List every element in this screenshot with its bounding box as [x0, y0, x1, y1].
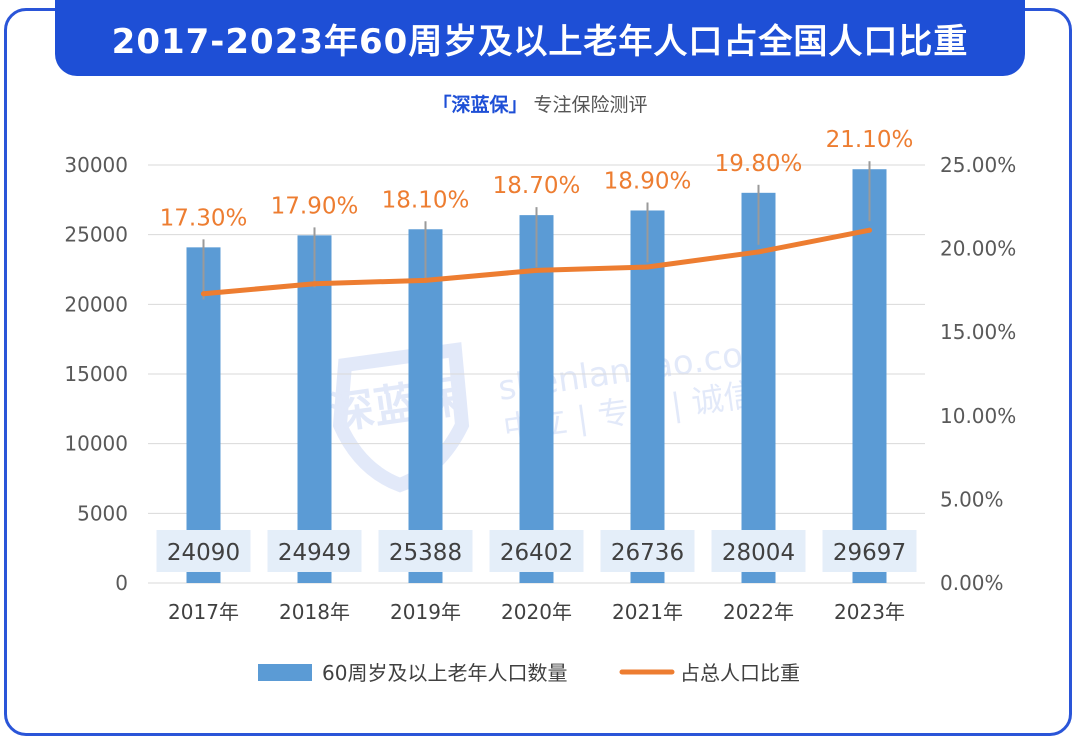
- right-tick-label: 20.00%: [940, 237, 1016, 261]
- bar-label-box: [378, 530, 473, 572]
- bar: [852, 169, 887, 583]
- watermark-shield-icon: [332, 342, 470, 493]
- bar-value-label: 26402: [500, 540, 573, 566]
- right-axis-ticks: 0.00% 5.00% 10.00% 15.00% 20.00% 25.00%: [940, 153, 1016, 595]
- left-tick-label: 20000: [64, 292, 128, 316]
- line-value-label: 21.10%: [826, 127, 914, 153]
- right-tick-label: 0.00%: [940, 571, 1004, 595]
- right-tick-label: 15.00%: [940, 320, 1016, 344]
- bar: [519, 215, 554, 583]
- line-point: [201, 291, 206, 297]
- line-point: [645, 264, 650, 270]
- left-tick-label: 10000: [64, 432, 128, 456]
- left-tick-label: 30000: [64, 153, 128, 177]
- bar-label-box: [600, 530, 695, 572]
- bar-value-label: 24949: [278, 540, 351, 566]
- line-point: [312, 281, 317, 287]
- right-tick-label: 25.00%: [940, 153, 1016, 177]
- x-tick-label: 2023年: [834, 600, 905, 624]
- line-point: [756, 249, 761, 255]
- title-banner: 2017-2023年60周岁及以上老年人口占全国人口比重: [55, 0, 1025, 76]
- x-tick-label: 2020年: [501, 600, 572, 624]
- x-tick-label: 2021年: [612, 600, 683, 624]
- line-series: [201, 227, 872, 297]
- left-axis-ticks: 0 5000 10000 15000 20000 25000 30000: [64, 153, 128, 595]
- bar-value-labels: 24090 24949 25388 26402 26736 28004 29697: [156, 530, 917, 572]
- line-value-label: 18.70%: [493, 173, 581, 199]
- line-value-label: 18.10%: [382, 187, 470, 213]
- page-title: 2017-2023年60周岁及以上老年人口占全国人口比重: [111, 21, 969, 62]
- bar-value-label: 24090: [167, 540, 240, 566]
- line-point: [423, 277, 428, 283]
- bar-series: [186, 169, 887, 584]
- bar-label-box: [267, 530, 362, 572]
- legend: 60周岁及以上老年人口数量 占总人口比重: [258, 661, 800, 685]
- bar-value-label: 25388: [389, 540, 462, 566]
- line-value-label: 19.80%: [715, 151, 803, 177]
- right-tick-label: 10.00%: [940, 404, 1016, 428]
- line-value-label: 18.90%: [604, 168, 692, 194]
- subtitle: 「深蓝保」 专注保险测评: [0, 90, 1080, 117]
- legend-bar-label: 60周岁及以上老年人口数量: [322, 661, 567, 685]
- x-tick-label: 2018年: [279, 600, 350, 624]
- bar: [297, 235, 332, 584]
- error-bars: [202, 161, 871, 300]
- line-value-label: 17.30%: [160, 205, 248, 231]
- line-value-label: 17.90%: [271, 193, 359, 219]
- bar: [741, 192, 776, 584]
- x-tick-label: 2019年: [390, 600, 461, 624]
- bar-label-box: [156, 530, 251, 572]
- brand-name: 「深蓝保」: [432, 94, 528, 116]
- bar-label-box: [711, 530, 806, 572]
- left-tick-label: 5000: [77, 501, 128, 525]
- bar: [186, 247, 221, 583]
- line-value-labels: 17.30% 17.90% 18.10% 18.70% 18.90% 19.80% 21.1…: [160, 127, 914, 231]
- x-axis-ticks: 2017年 2018年 2019年 2020年 2021年 2022年 2023年: [168, 600, 905, 624]
- line-point: [534, 267, 539, 273]
- x-tick-label: 2022年: [723, 600, 794, 624]
- bar-value-label: 28004: [722, 540, 795, 566]
- legend-bar-swatch: [258, 664, 312, 681]
- x-tick-label: 2017年: [168, 600, 239, 624]
- right-tick-label: 5.00%: [940, 487, 1004, 511]
- bar-value-label: 29697: [833, 540, 906, 566]
- line-point: [867, 227, 872, 233]
- legend-line-label: 占总人口比重: [680, 661, 800, 685]
- left-tick-label: 0: [115, 571, 128, 595]
- bar: [630, 210, 665, 583]
- left-tick-label: 15000: [64, 362, 128, 386]
- brand-tagline: 专注保险测评: [533, 94, 648, 116]
- bar-label-box: [489, 530, 584, 572]
- bar-label-box: [822, 530, 917, 572]
- left-tick-label: 25000: [64, 223, 128, 247]
- bar: [408, 229, 443, 583]
- bar-value-label: 26736: [611, 540, 684, 566]
